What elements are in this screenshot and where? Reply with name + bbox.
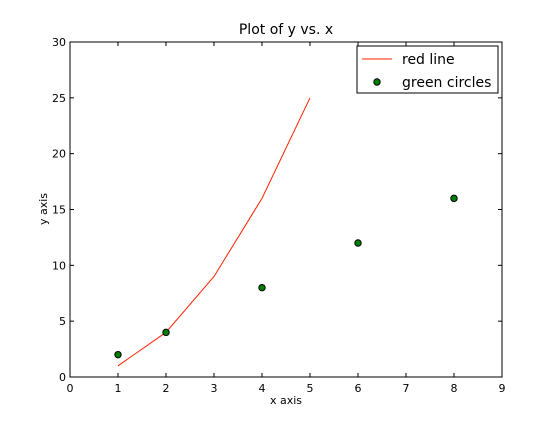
- x-axis-label: x axis: [270, 394, 302, 407]
- y-tick-label-3: 15: [52, 204, 66, 217]
- y-tick-label-0: 0: [59, 371, 66, 384]
- green-circle-point-1: [162, 328, 170, 337]
- y-tick-label-6: 30: [52, 36, 66, 49]
- legend-green-circle-sample: [373, 78, 381, 86]
- x-tick-group: 0 1 2 3 4 5 6 7 8 9: [67, 42, 506, 395]
- y-tick-label-2: 10: [52, 259, 66, 272]
- legend-label-red-line: red line: [402, 52, 455, 68]
- series-line-red-line: [117, 97, 311, 367]
- y-tick-label-4: 20: [52, 148, 66, 161]
- green-circle-point-3: [354, 239, 362, 247]
- plot-area-frame: [69, 41, 503, 378]
- green-circle-point-0: [114, 350, 122, 359]
- x-tick-label-1: 1: [115, 382, 122, 395]
- series-group: [114, 97, 458, 367]
- legend-label-green-circles: green circles: [402, 75, 491, 91]
- y-axis-label: y axis: [37, 193, 50, 225]
- x-tick-label-2: 2: [163, 382, 170, 395]
- chart-title: Plot of y vs. x: [239, 22, 333, 38]
- legend: red line green circles: [356, 45, 499, 94]
- green-circle-point-4: [450, 194, 458, 203]
- x-tick-label-0: 0: [67, 382, 74, 395]
- x-tick-label-6: 6: [355, 382, 362, 395]
- x-tick-label-7: 7: [403, 382, 410, 395]
- y-tick-group: 0 5 10 15 20 25 30: [52, 36, 502, 384]
- x-tick-label-3: 3: [211, 382, 218, 395]
- legend-box: [356, 45, 499, 94]
- x-tick-label-4: 4: [259, 382, 266, 395]
- x-tick-label-5: 5: [307, 382, 314, 395]
- y-tick-label-1: 5: [59, 315, 66, 328]
- x-tick-label-9: 9: [499, 382, 506, 395]
- x-tick-label-8: 8: [451, 382, 458, 395]
- y-tick-label-5: 25: [52, 92, 66, 105]
- green-circle-point-2: [258, 283, 266, 292]
